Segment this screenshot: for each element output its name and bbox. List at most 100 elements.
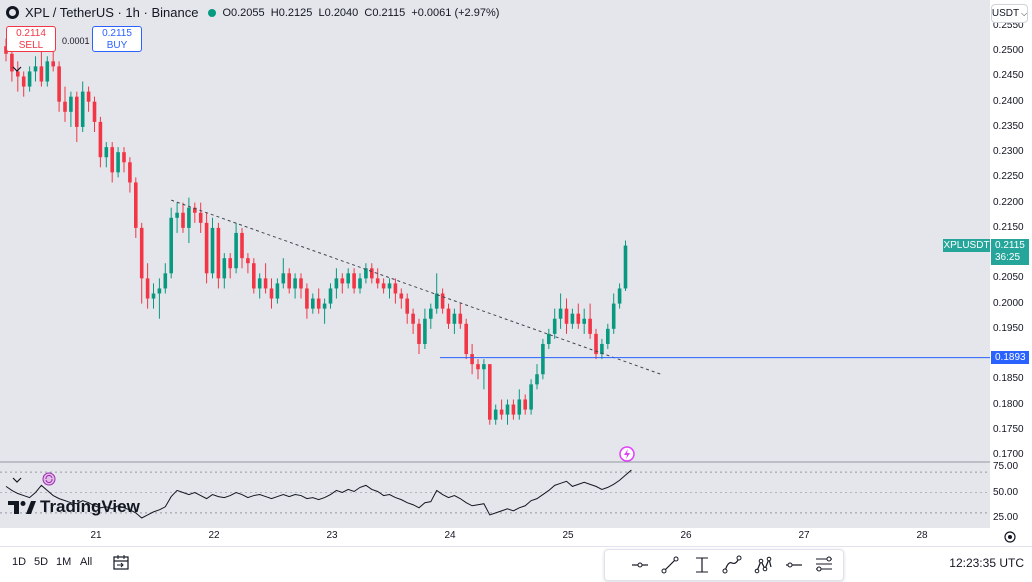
candle-body[interactable] xyxy=(163,273,168,289)
candle-body[interactable] xyxy=(151,293,156,299)
candle-body[interactable] xyxy=(134,182,138,228)
rsi-collapse-chevron-icon[interactable] xyxy=(12,477,22,483)
candle-body[interactable] xyxy=(299,278,303,289)
candle-body[interactable] xyxy=(204,222,209,274)
candle-body[interactable] xyxy=(505,404,510,415)
candle-body[interactable] xyxy=(375,278,380,284)
tradingview-logo[interactable]: TradingView xyxy=(8,497,140,517)
candle-body[interactable] xyxy=(69,96,73,112)
candle-body[interactable] xyxy=(517,399,522,415)
candle-body[interactable] xyxy=(175,212,179,218)
candle-body[interactable] xyxy=(582,318,586,324)
candle-body[interactable] xyxy=(411,313,415,324)
candle-body[interactable] xyxy=(623,245,628,289)
candle-body[interactable] xyxy=(257,278,262,289)
candle-body[interactable] xyxy=(139,227,144,279)
candle-body[interactable] xyxy=(364,268,368,279)
candle-body[interactable] xyxy=(611,303,616,329)
candle-body[interactable] xyxy=(499,409,504,415)
fib-retracement-tool-icon[interactable] xyxy=(813,554,835,576)
candle-body[interactable] xyxy=(281,273,286,284)
candle-body[interactable] xyxy=(157,288,162,294)
candle-body[interactable] xyxy=(358,278,362,289)
symbol-title[interactable]: XPL / TetherUS · 1h · Binance xyxy=(25,5,199,20)
range-1d-button[interactable]: 1D xyxy=(12,556,27,568)
candle-body[interactable] xyxy=(234,232,238,269)
candle-body[interactable] xyxy=(493,409,498,420)
candle-body[interactable] xyxy=(482,364,486,370)
horizontal-line-tool-icon[interactable] xyxy=(629,554,651,576)
candle-body[interactable] xyxy=(434,293,439,309)
candle-body[interactable] xyxy=(340,278,345,284)
range-1m-button[interactable]: 1M xyxy=(56,556,72,568)
collapse-chevron-icon[interactable] xyxy=(12,66,22,72)
candle-body[interactable] xyxy=(617,288,622,304)
candle-body[interactable] xyxy=(588,318,592,334)
candle-body[interactable] xyxy=(187,207,191,228)
candle-body[interactable] xyxy=(423,318,427,344)
candle-body[interactable] xyxy=(488,364,492,420)
candle-body[interactable] xyxy=(541,343,545,375)
range-5d-button[interactable]: 5D xyxy=(34,556,49,568)
candle-body[interactable] xyxy=(417,323,421,344)
candle-body[interactable] xyxy=(210,227,215,274)
buy-button[interactable]: 0.2115 BUY xyxy=(92,26,142,52)
alert-bolt-icon[interactable] xyxy=(619,446,635,462)
candle-body[interactable] xyxy=(600,343,604,355)
candle-body[interactable] xyxy=(75,96,79,127)
candle-body[interactable] xyxy=(128,162,132,183)
candle-body[interactable] xyxy=(57,66,61,102)
candle-body[interactable] xyxy=(27,71,32,87)
candle-body[interactable] xyxy=(547,333,551,344)
candle-body[interactable] xyxy=(470,354,474,365)
candle-body[interactable] xyxy=(552,318,557,334)
candle-body[interactable] xyxy=(346,273,350,284)
candle-body[interactable] xyxy=(116,152,120,173)
currency-dropdown-button[interactable]: USDT ⌵ xyxy=(991,4,1028,23)
axis-settings-gear-icon[interactable] xyxy=(1002,529,1018,545)
candle-body[interactable] xyxy=(45,61,50,82)
candle-body[interactable] xyxy=(429,308,433,319)
candle-body[interactable] xyxy=(145,278,150,299)
candle-body[interactable] xyxy=(334,278,339,289)
candle-body[interactable] xyxy=(570,313,575,324)
candle-body[interactable] xyxy=(246,258,250,264)
vertical-line-tool-icon[interactable] xyxy=(691,554,713,576)
candle-body[interactable] xyxy=(393,283,398,294)
candle-body[interactable] xyxy=(576,313,581,324)
candle-body[interactable] xyxy=(252,263,256,289)
candle-body[interactable] xyxy=(535,374,539,385)
candle-body[interactable] xyxy=(446,308,451,324)
candle-body[interactable] xyxy=(564,308,569,324)
candle-body[interactable] xyxy=(33,66,38,72)
candle-body[interactable] xyxy=(352,273,356,289)
candle-body[interactable] xyxy=(458,313,463,324)
candle-body[interactable] xyxy=(169,217,173,274)
horizontal-ray-tool-icon[interactable] xyxy=(783,554,805,576)
candle-body[interactable] xyxy=(440,293,445,309)
candle-body[interactable] xyxy=(328,288,333,304)
candle-body[interactable] xyxy=(322,303,327,309)
utc-clock[interactable]: 12:23:35 UTC xyxy=(949,556,1024,570)
candle-body[interactable] xyxy=(523,399,527,410)
time-axis[interactable]: 21 22 23 24 25 26 27 28 xyxy=(0,528,990,546)
candle-body[interactable] xyxy=(293,278,297,289)
candle-body[interactable] xyxy=(275,283,280,299)
candle-body[interactable] xyxy=(405,298,409,314)
rsi-settings-icon[interactable] xyxy=(42,472,56,486)
candle-body[interactable] xyxy=(110,147,114,173)
candle-body[interactable] xyxy=(193,207,197,213)
candle-body[interactable] xyxy=(51,61,55,67)
candle-body[interactable] xyxy=(92,101,97,122)
candle-body[interactable] xyxy=(558,308,563,319)
range-all-button[interactable]: All xyxy=(80,556,93,568)
candle-body[interactable] xyxy=(39,66,44,82)
candle-body[interactable] xyxy=(269,288,274,299)
candle-body[interactable] xyxy=(476,364,480,370)
chart-area[interactable]: XPL / TetherUS · 1h · Binance O0.2055 H0… xyxy=(0,0,990,528)
candle-body[interactable] xyxy=(16,71,20,77)
pattern-tool-icon[interactable] xyxy=(753,554,775,576)
candle-body[interactable] xyxy=(122,152,126,163)
candle-body[interactable] xyxy=(198,212,203,223)
candle-body[interactable] xyxy=(370,268,374,279)
